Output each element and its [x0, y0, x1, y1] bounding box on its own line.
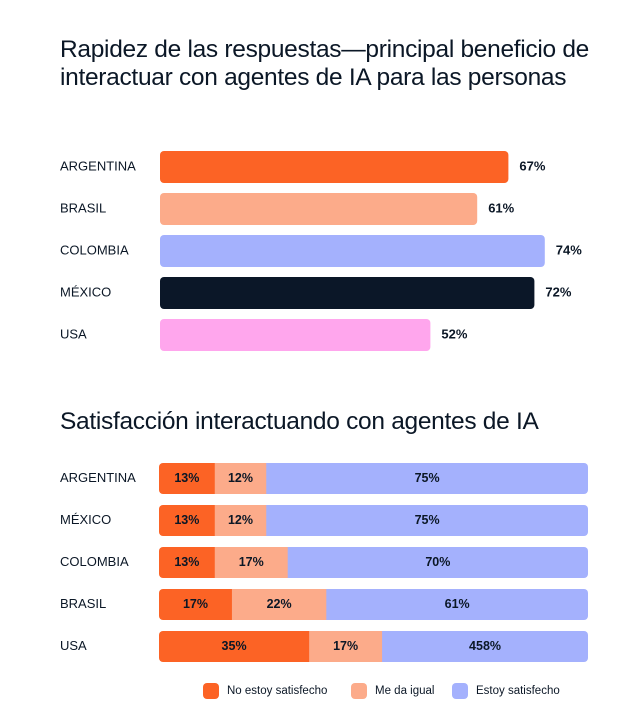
chart-2-title: Satisfacción interactuando con agentes d… [60, 408, 539, 435]
category-label: MÉXICO [60, 284, 111, 299]
category-label: COLOMBIA [60, 242, 129, 257]
stacked-segment [326, 589, 588, 620]
bar [160, 277, 535, 309]
segment-value-label: 17% [183, 597, 208, 611]
stacked-segment [214, 547, 289, 578]
segment-value-label: 70% [425, 555, 450, 569]
stacked-segment [159, 631, 310, 662]
bar-value-label: 74% [556, 242, 582, 257]
legend-label: No estoy satisfecho [227, 685, 327, 697]
segment-value-label: 17% [239, 555, 264, 569]
category-label: ARGENTINA [60, 158, 136, 173]
stacked-segment [159, 463, 216, 494]
legend-swatch [351, 683, 367, 699]
category-label: COLOMBIA [60, 554, 129, 569]
category-label: USA [60, 638, 87, 653]
legend-label: Estoy satisfecho [476, 685, 560, 697]
stacked-segment [266, 463, 588, 494]
bar-value-label: 61% [488, 200, 514, 215]
category-label: USA [60, 326, 87, 341]
category-label: BRASIL [60, 200, 106, 215]
stacked-segment [382, 631, 588, 662]
segment-value-label: 12% [228, 513, 253, 527]
segment-value-label: 13% [174, 555, 199, 569]
stacked-segment [159, 589, 233, 620]
legend-swatch [203, 683, 219, 699]
bar-value-label: 72% [545, 284, 571, 299]
category-label: ARGENTINA [60, 470, 136, 485]
stacked-segment [231, 589, 327, 620]
segment-value-label: 13% [174, 471, 199, 485]
segment-value-label: 75% [415, 471, 440, 485]
legend-swatch [452, 683, 468, 699]
bar [160, 235, 545, 267]
stacked-segment [159, 505, 216, 536]
segment-value-label: 17% [333, 639, 358, 653]
category-label: MÉXICO [60, 512, 111, 527]
stacked-segment [214, 505, 267, 536]
bar-value-label: 67% [519, 158, 545, 173]
legend-label: Me da igual [375, 685, 434, 697]
segment-value-label: 458% [469, 639, 501, 653]
stacked-segment [159, 547, 216, 578]
segment-value-label: 35% [222, 639, 247, 653]
category-label: BRASIL [60, 596, 106, 611]
segment-value-label: 61% [445, 597, 470, 611]
bar [160, 151, 509, 183]
segment-value-label: 22% [267, 597, 292, 611]
stacked-segment [287, 547, 588, 578]
bar [160, 319, 431, 351]
bar-value-label: 52% [441, 326, 467, 341]
stacked-segment [266, 505, 588, 536]
stacked-segment [214, 463, 267, 494]
segment-value-label: 12% [228, 471, 253, 485]
stacked-segment [309, 631, 383, 662]
segment-value-label: 75% [415, 513, 440, 527]
chart-1-title: Rapidez de las respuestas—principal bene… [60, 36, 590, 91]
bar [160, 193, 478, 225]
segment-value-label: 13% [174, 513, 199, 527]
